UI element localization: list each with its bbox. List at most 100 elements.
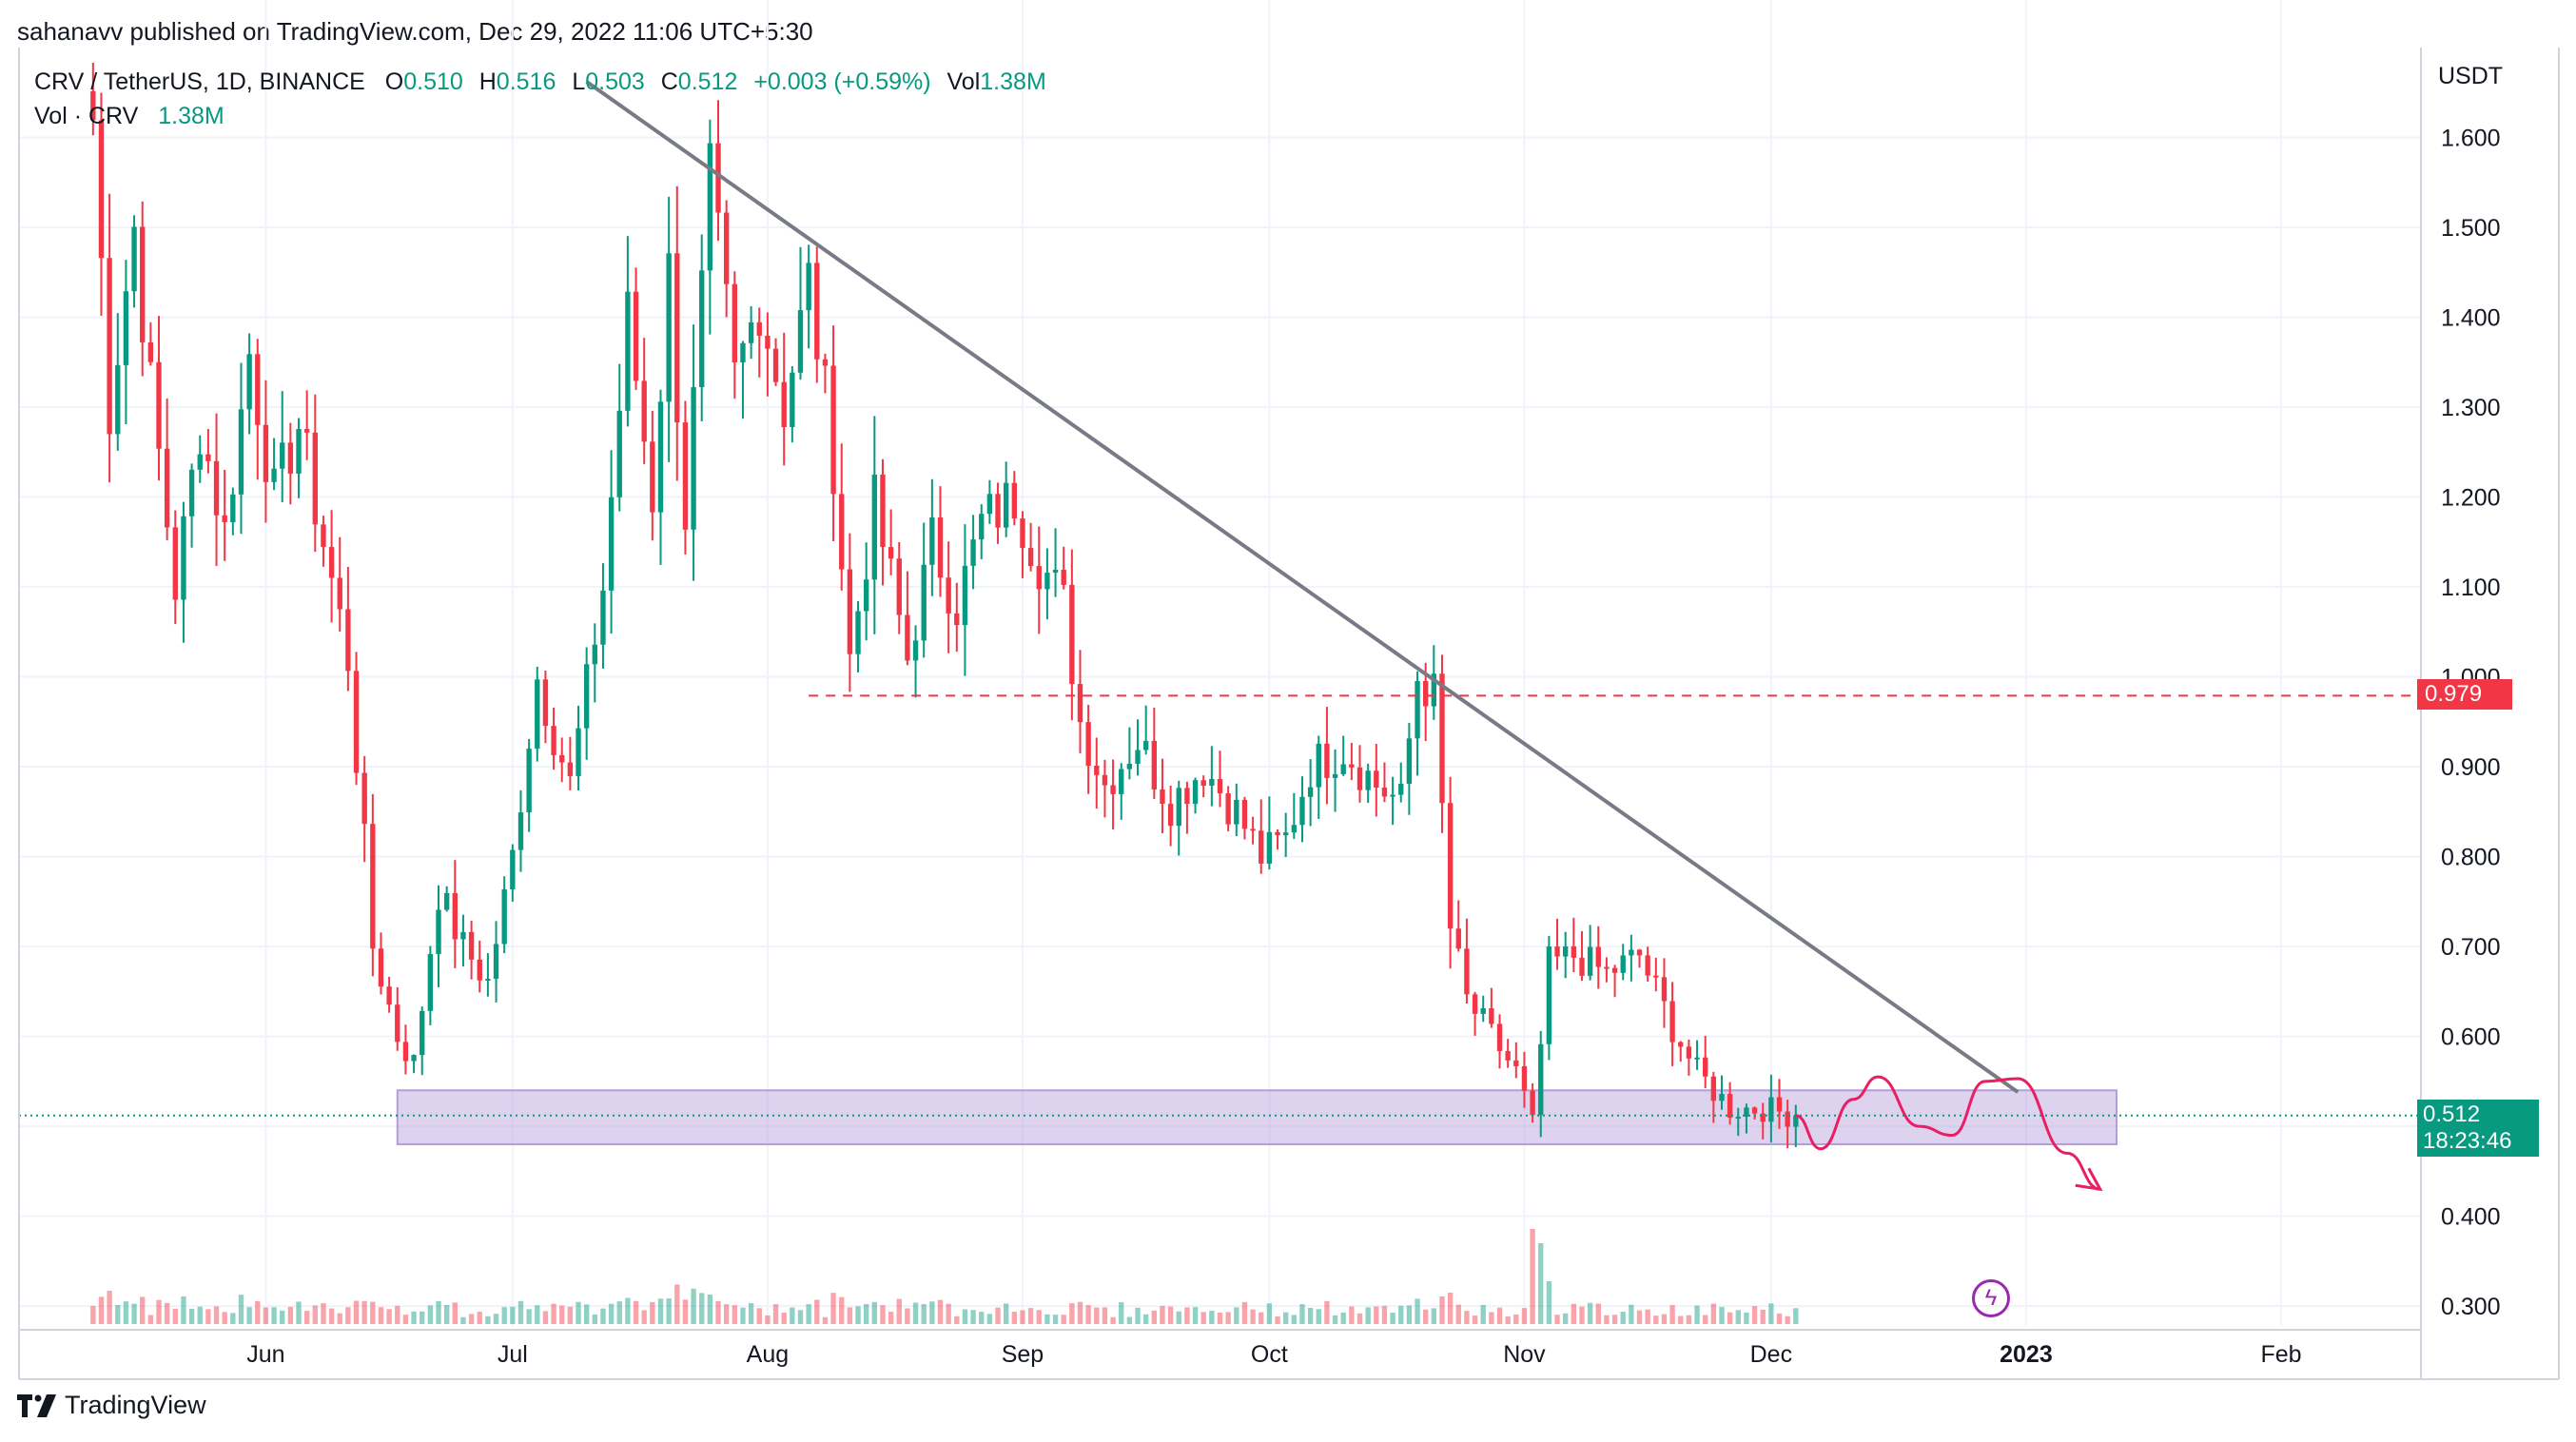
candle-body <box>1142 740 1149 750</box>
volume-bar <box>1192 1307 1199 1324</box>
candle-body <box>1431 673 1437 707</box>
volume-bar <box>912 1302 919 1324</box>
volume-bar <box>830 1293 836 1324</box>
candle-body <box>806 263 811 311</box>
candle-body <box>1349 764 1355 768</box>
candle-body <box>830 365 836 495</box>
candle-body <box>1234 799 1239 825</box>
volume-bar <box>625 1297 631 1324</box>
volume-bar <box>1710 1303 1717 1324</box>
volume-bar <box>1768 1303 1774 1324</box>
legend-close-label: C <box>660 68 678 95</box>
candle-body <box>625 291 631 411</box>
legend-change: +0.003 (+0.59%) <box>753 68 931 95</box>
candle-body <box>666 253 672 402</box>
volume-bar <box>1760 1309 1766 1324</box>
downtrend-line <box>585 80 2020 1094</box>
volume-bar <box>1266 1303 1273 1324</box>
candle-body <box>378 948 384 987</box>
volume-bar <box>460 1316 466 1324</box>
volume-bar <box>411 1311 417 1324</box>
candle-body <box>995 494 1001 528</box>
legend-high-value: 0.516 <box>496 68 556 95</box>
x-tick-label: Nov <box>1503 1341 1546 1368</box>
volume-bar <box>583 1304 590 1324</box>
volume-bar <box>921 1304 927 1324</box>
volume-bar <box>1011 1311 1017 1324</box>
brand-name: TradingView <box>65 1391 206 1419</box>
volume-bar <box>1751 1306 1758 1324</box>
volume-bar <box>1259 1312 1264 1324</box>
candle-body <box>1579 957 1585 976</box>
legend-volume: Vol · CRV 1.38M <box>34 103 228 130</box>
volume-bar <box>1521 1308 1528 1324</box>
volume-bar <box>1160 1305 1165 1324</box>
candle-body <box>312 432 318 525</box>
candle-body <box>501 888 507 945</box>
volume-bar <box>633 1300 639 1324</box>
volume-bar <box>420 1311 425 1324</box>
volume-bar <box>337 1313 342 1324</box>
candle-body <box>1324 743 1330 778</box>
candle-body <box>1316 743 1321 788</box>
candle-body <box>616 410 622 497</box>
candle-body <box>888 547 894 559</box>
volume-bar <box>986 1314 993 1324</box>
volume-bar <box>230 1313 236 1324</box>
candle-body <box>1472 994 1478 1014</box>
volume-bar <box>1184 1307 1190 1324</box>
candle-body <box>1003 482 1009 528</box>
volume-bar <box>1595 1303 1601 1324</box>
candle-body <box>205 454 211 461</box>
volume-bar <box>1282 1312 1289 1324</box>
support-zone <box>396 1089 2118 1145</box>
volume-bar <box>1094 1307 1100 1324</box>
candle-body <box>402 1042 409 1062</box>
projection-path <box>1795 1075 2101 1191</box>
candle-body <box>1513 1060 1519 1066</box>
candle-body <box>1151 740 1158 789</box>
volume-bar <box>1464 1311 1470 1324</box>
candle-body <box>1694 1057 1700 1060</box>
volume-bar <box>1447 1292 1454 1324</box>
volume-bar <box>1077 1301 1083 1324</box>
candle-body <box>970 539 976 566</box>
candle-body <box>427 954 434 1011</box>
candle-body <box>1200 780 1206 787</box>
candle-body <box>1629 949 1634 956</box>
volume-bar <box>1793 1308 1799 1324</box>
volume-bar <box>1735 1310 1741 1324</box>
volume-bar <box>995 1307 1001 1324</box>
y-tick-label: 1.300 <box>2441 395 2501 421</box>
candle-body <box>1760 1113 1766 1122</box>
candle-body <box>1521 1065 1528 1091</box>
volume-bar <box>1415 1298 1420 1324</box>
volume-bar <box>1398 1305 1404 1324</box>
currency-label: USDT <box>2438 63 2503 89</box>
candle-body <box>1398 784 1404 795</box>
volume-bar <box>535 1305 540 1324</box>
volume-bar <box>1505 1316 1511 1324</box>
volume-bar <box>600 1308 606 1324</box>
volume-bar <box>296 1301 302 1324</box>
volume-bar <box>213 1306 220 1324</box>
candle-body <box>303 428 310 433</box>
volume-bar <box>1587 1302 1593 1324</box>
candle-body <box>107 258 112 435</box>
candle-body <box>1669 1001 1675 1043</box>
candle-body <box>1027 548 1034 567</box>
volume-bar <box>115 1304 121 1324</box>
volume-bar <box>946 1303 951 1324</box>
volume-bar <box>542 1311 549 1324</box>
candle-body <box>1587 946 1593 976</box>
x-tick-label: Sep <box>1002 1341 1044 1368</box>
tradingview-logo[interactable]: TradingView <box>17 1391 206 1420</box>
volume-bar <box>271 1307 277 1324</box>
lightning-icon[interactable]: ϟ <box>1972 1279 2010 1317</box>
volume-bar <box>427 1305 434 1324</box>
candle-body <box>90 90 96 121</box>
candle-body <box>123 291 129 365</box>
candle-body <box>1381 787 1388 797</box>
candle-body <box>551 726 556 755</box>
